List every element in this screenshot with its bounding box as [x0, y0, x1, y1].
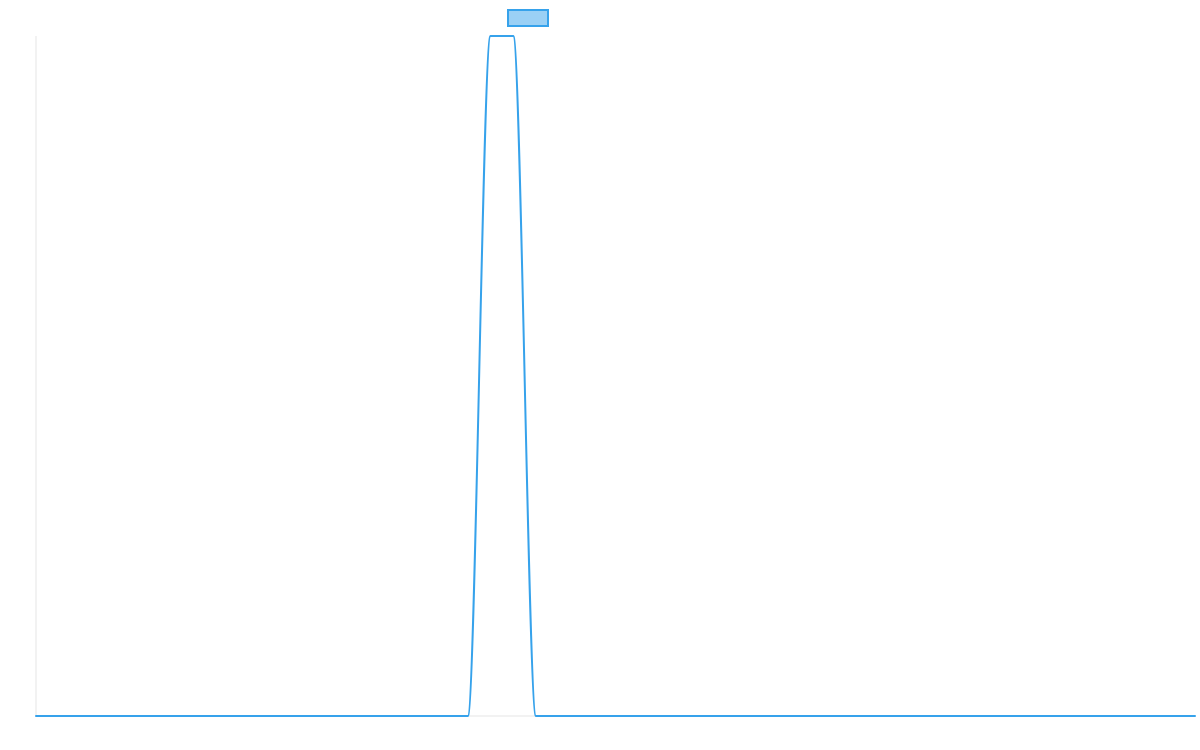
legend-swatch[interactable]	[507, 9, 549, 27]
axes	[35, 36, 1195, 717]
series-layer	[35, 35, 1196, 717]
series-line	[35, 35, 1196, 717]
legend[interactable]	[507, 9, 549, 27]
